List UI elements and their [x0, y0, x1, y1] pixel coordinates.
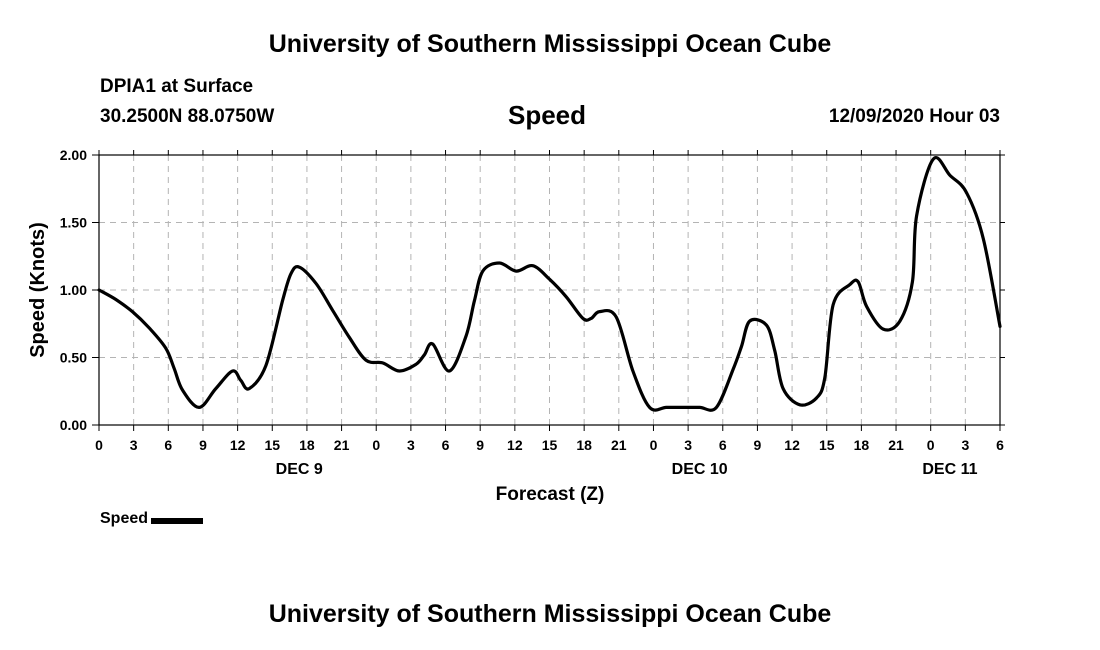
x-tick-label: 9: [199, 437, 207, 453]
speed-series-line: [97, 156, 1002, 412]
legend-label: Speed: [100, 510, 149, 527]
x-tick-label: 0: [372, 437, 380, 453]
y-tick-label: 1.00: [60, 282, 87, 298]
day-label: DEC 10: [672, 461, 728, 478]
x-tick-label: 18: [299, 437, 315, 453]
page-title: University of Southern Mississippi Ocean…: [268, 30, 832, 58]
x-tick-label: 6: [164, 437, 172, 453]
x-tick-label: 18: [854, 437, 870, 453]
x-tick-label: 3: [130, 437, 138, 453]
legend: Speed: [100, 510, 204, 528]
x-tick-label: 21: [888, 437, 904, 453]
chart-series: [97, 156, 1002, 412]
x-tick-label: 15: [542, 437, 558, 453]
x-tick-label: 6: [996, 437, 1004, 453]
x-tick-label: 15: [264, 437, 280, 453]
x-tick-label: 12: [507, 437, 523, 453]
x-tick-label: 6: [442, 437, 450, 453]
x-tick-label: 3: [407, 437, 415, 453]
y-tick-label: 2.00: [60, 147, 87, 163]
x-tick-label: 15: [819, 437, 835, 453]
x-tick-label: 9: [476, 437, 484, 453]
legend-swatch: [151, 517, 204, 524]
chart-ticks: 0 3 6 9 12 15 18 21 0 3 6 9 12 15 18 21 0 3 6 9 12 15 18 21 0 3 6 0…: [60, 147, 1005, 478]
x-tick-label: 6: [719, 437, 727, 453]
x-tick-label: 0: [95, 437, 103, 453]
x-tick-label: 3: [684, 437, 692, 453]
x-tick-label: 0: [927, 437, 935, 453]
x-tick-label: 9: [754, 437, 762, 453]
x-tick-label: 12: [230, 437, 246, 453]
x-tick-label: 21: [334, 437, 350, 453]
datetime-label: 12/09/2020 Hour 03: [828, 106, 1000, 127]
day-label: DEC 9: [276, 461, 323, 478]
coordinates-label: 30.2500N 88.0750W: [100, 106, 275, 127]
y-tick-label: 1.50: [60, 215, 87, 231]
x-tick-label: 12: [784, 437, 800, 453]
y-tick-label: 0.50: [60, 350, 87, 366]
x-tick-label: 21: [611, 437, 627, 453]
chart-grid: [99, 155, 1000, 425]
day-label: DEC 11: [922, 461, 977, 478]
y-axis-label: Speed (Knots): [27, 222, 49, 358]
y-tick-label: 0.00: [60, 417, 87, 433]
x-tick-label: 3: [961, 437, 969, 453]
x-axis-label: Forecast (Z): [496, 484, 605, 505]
x-tick-label: 18: [576, 437, 592, 453]
x-tick-label: 0: [650, 437, 658, 453]
footer-title: University of Southern Mississippi Ocean…: [268, 600, 832, 628]
station-label: DPIA1 at Surface: [100, 76, 254, 97]
parameter-title: Speed: [508, 100, 587, 130]
